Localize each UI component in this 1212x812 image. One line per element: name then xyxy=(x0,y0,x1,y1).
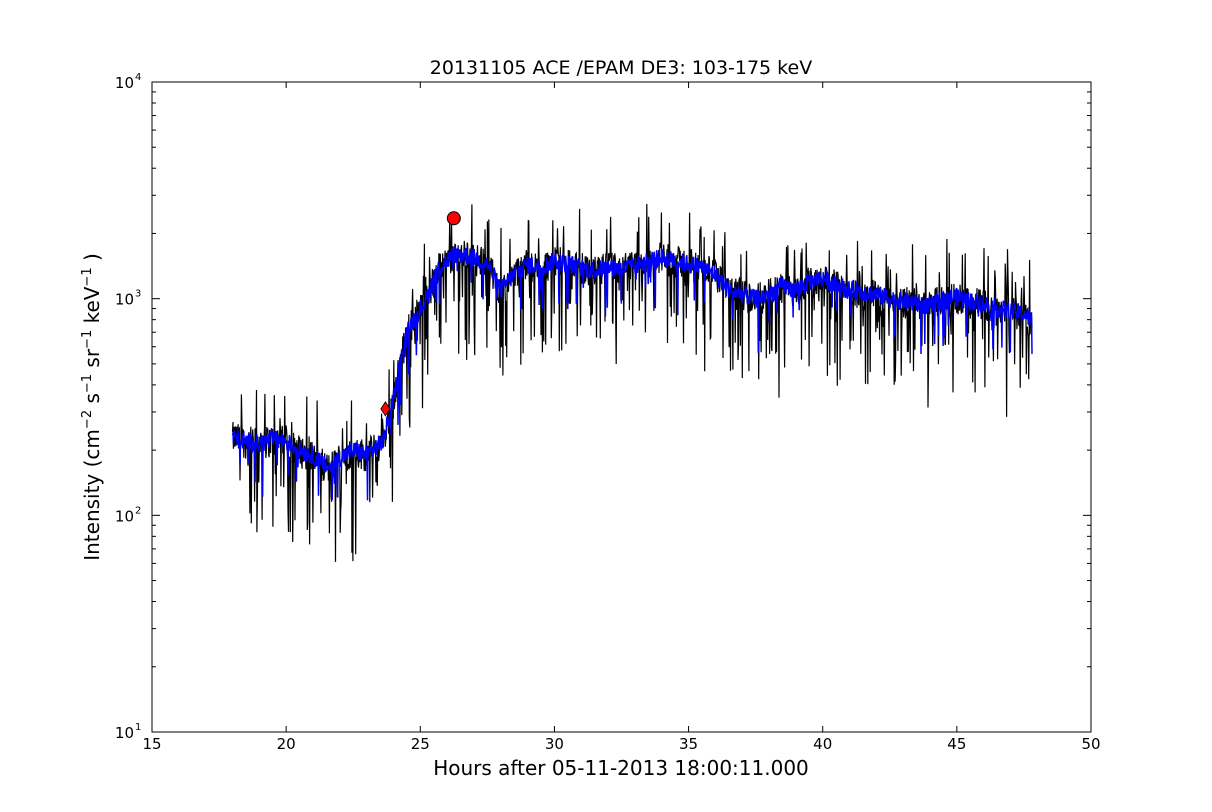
y-axis-label-part: ) xyxy=(80,253,104,267)
x-axis-label: Hours after 05-11-2013 18:00:11.000 xyxy=(433,756,809,780)
peak-circle-marker xyxy=(446,211,461,226)
x-tick-label: 45 xyxy=(947,735,966,753)
x-tick-label: 35 xyxy=(679,735,698,753)
x-tick-label: 20 xyxy=(277,735,296,753)
y-tick-label: 10 xyxy=(115,291,134,309)
plot-area-frame xyxy=(151,81,1092,733)
x-tick-label: 25 xyxy=(411,735,430,753)
y-tick-exponent: 4 xyxy=(135,72,141,83)
y-axis-label-part: −2 xyxy=(80,410,95,429)
y-tick-exponent: 1 xyxy=(135,722,141,733)
y-tick-label: 10 xyxy=(115,74,134,92)
y-axis-label-part: s xyxy=(80,393,104,410)
x-tick-label: 40 xyxy=(813,735,832,753)
y-tick-label: 10 xyxy=(115,507,134,525)
smoothed-intensity-line xyxy=(231,246,1033,501)
y-axis-label-part: −1 xyxy=(80,374,95,393)
y-axis-label-part: −1 xyxy=(80,330,95,349)
x-tick-label: 50 xyxy=(1081,735,1100,753)
y-axis-label-part: Intensity (cm xyxy=(80,429,104,561)
y-tick-label: 10 xyxy=(115,724,134,742)
y-axis-label-part: sr xyxy=(80,348,104,374)
marker-layer xyxy=(380,211,461,417)
x-tick-label: 30 xyxy=(545,735,564,753)
chart-title: 20131105 ACE /EPAM DE3: 103-175 keV xyxy=(430,57,812,79)
y-axis-label: Intensity (cm−2 s−1 sr−1 keV−1 ) xyxy=(80,253,104,561)
x-tick-label: 15 xyxy=(142,735,161,753)
y-tick-exponent: 3 xyxy=(135,289,141,300)
series-layer xyxy=(231,203,1033,562)
onset-diamond-marker xyxy=(380,401,391,417)
y-axis-label-part: −1 xyxy=(80,267,95,286)
y-tick-exponent: 2 xyxy=(135,505,141,516)
y-axis-label-part: keV xyxy=(80,286,104,330)
